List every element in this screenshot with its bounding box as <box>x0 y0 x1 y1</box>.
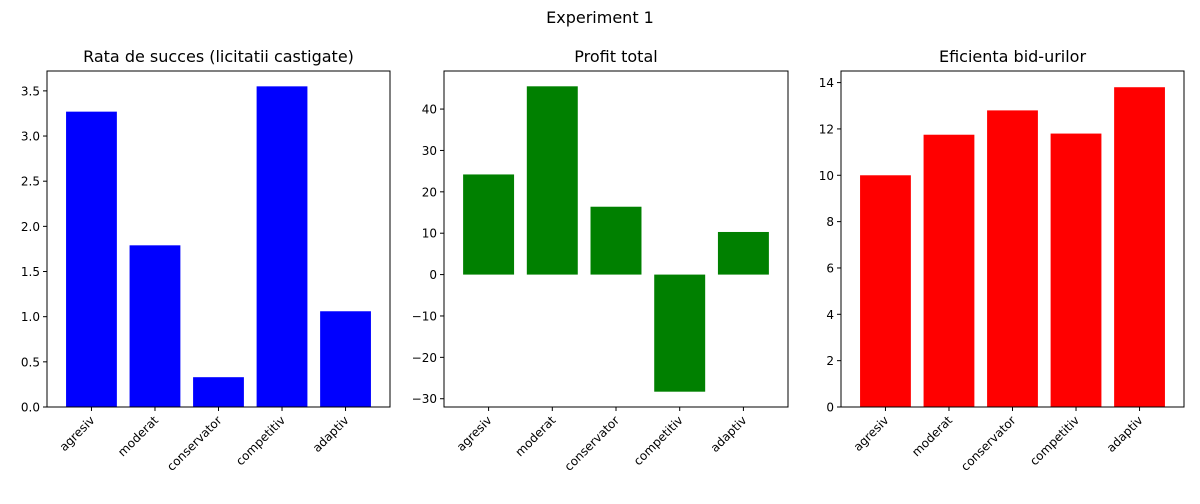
axes-frame <box>46 70 391 408</box>
y-tick-label: 30 <box>422 144 437 158</box>
x-tick-label: moderat <box>115 413 161 459</box>
bar-adaptiv <box>717 231 769 275</box>
x-tick-label: competitiv <box>233 413 288 468</box>
x-tick-label: moderat <box>909 413 955 459</box>
y-tick-label: 40 <box>422 103 437 117</box>
subplot-1: Rata de succes (licitatii castigate) 0.0 0… <box>21 47 391 474</box>
bar-moderat <box>526 86 578 275</box>
bar-competitiv <box>1050 133 1102 407</box>
x-tick-label: competitiv <box>631 413 686 468</box>
x-tick-label: adaptiv <box>1104 413 1146 455</box>
y-tick-label: 2.5 <box>21 175 40 189</box>
y-tick-label: −30 <box>412 392 437 406</box>
y-tick-label: 2 <box>826 354 834 368</box>
bar-conservator <box>987 110 1038 407</box>
bar-adaptiv <box>1114 87 1165 407</box>
y-tick-label: 2.0 <box>21 220 40 234</box>
subplot-title: Eficienta bid-urilor <box>939 47 1087 66</box>
y-tick-label: 0 <box>826 401 834 415</box>
y-tick-label: 12 <box>819 122 834 136</box>
y-tick-label: 3.0 <box>21 130 40 144</box>
figure-title: Experiment 1 <box>546 8 654 27</box>
y-tick-label: 10 <box>819 169 834 183</box>
y-tick-label: 0 <box>429 268 437 282</box>
y-tick-label: 20 <box>422 185 437 199</box>
x-tick-label: conservator <box>958 413 1019 474</box>
axes-frame <box>443 70 789 408</box>
y-tick-label: 1.5 <box>21 265 40 279</box>
bar-adaptiv <box>320 311 371 407</box>
y-tick-label: 8 <box>826 215 834 229</box>
x-tick-label: agresiv <box>57 413 98 454</box>
bar-moderat <box>923 134 975 407</box>
bar-conservator <box>590 206 642 275</box>
subplot-3: Eficienta bid-urilor 0 2 4 6 8 10 12 14 agresiv mo… <box>819 47 1185 474</box>
x-tick-label: competitiv <box>1027 413 1082 468</box>
bar-agresiv <box>463 174 515 275</box>
x-tick-label: conservator <box>562 413 623 474</box>
y-tick-label: −10 <box>412 309 437 323</box>
x-tick-label: conservator <box>164 413 225 474</box>
bar-moderat <box>129 245 181 407</box>
bar-competitiv <box>256 86 308 407</box>
y-tick-label: 10 <box>422 227 437 241</box>
y-tick-label: 0.0 <box>21 401 40 415</box>
y-tick-label: 6 <box>826 261 834 275</box>
y-tick-label: −20 <box>412 351 437 365</box>
bar-agresiv <box>860 175 911 407</box>
axes-frame <box>840 70 1185 408</box>
y-tick-label: 1.0 <box>21 310 40 324</box>
y-tick-label: 14 <box>819 76 834 90</box>
bar-competitiv <box>654 274 706 392</box>
y-tick-label: 0.5 <box>21 355 40 369</box>
subplot-2: Profit total −30 −20 −10 0 10 20 30 40 agresiv mod… <box>412 47 789 474</box>
x-tick-label: adaptiv <box>310 413 352 455</box>
x-tick-label: moderat <box>512 413 558 459</box>
x-tick-label: agresiv <box>851 413 892 454</box>
subplot-title: Profit total <box>574 47 657 66</box>
x-tick-label: adaptiv <box>708 413 750 455</box>
y-tick-label: 3.5 <box>21 84 40 98</box>
subplot-title: Rata de succes (licitatii castigate) <box>83 47 354 66</box>
bar-conservator <box>193 377 244 407</box>
bar-agresiv <box>66 111 117 408</box>
y-tick-label: 4 <box>826 308 834 322</box>
x-tick-label: agresiv <box>454 413 495 454</box>
